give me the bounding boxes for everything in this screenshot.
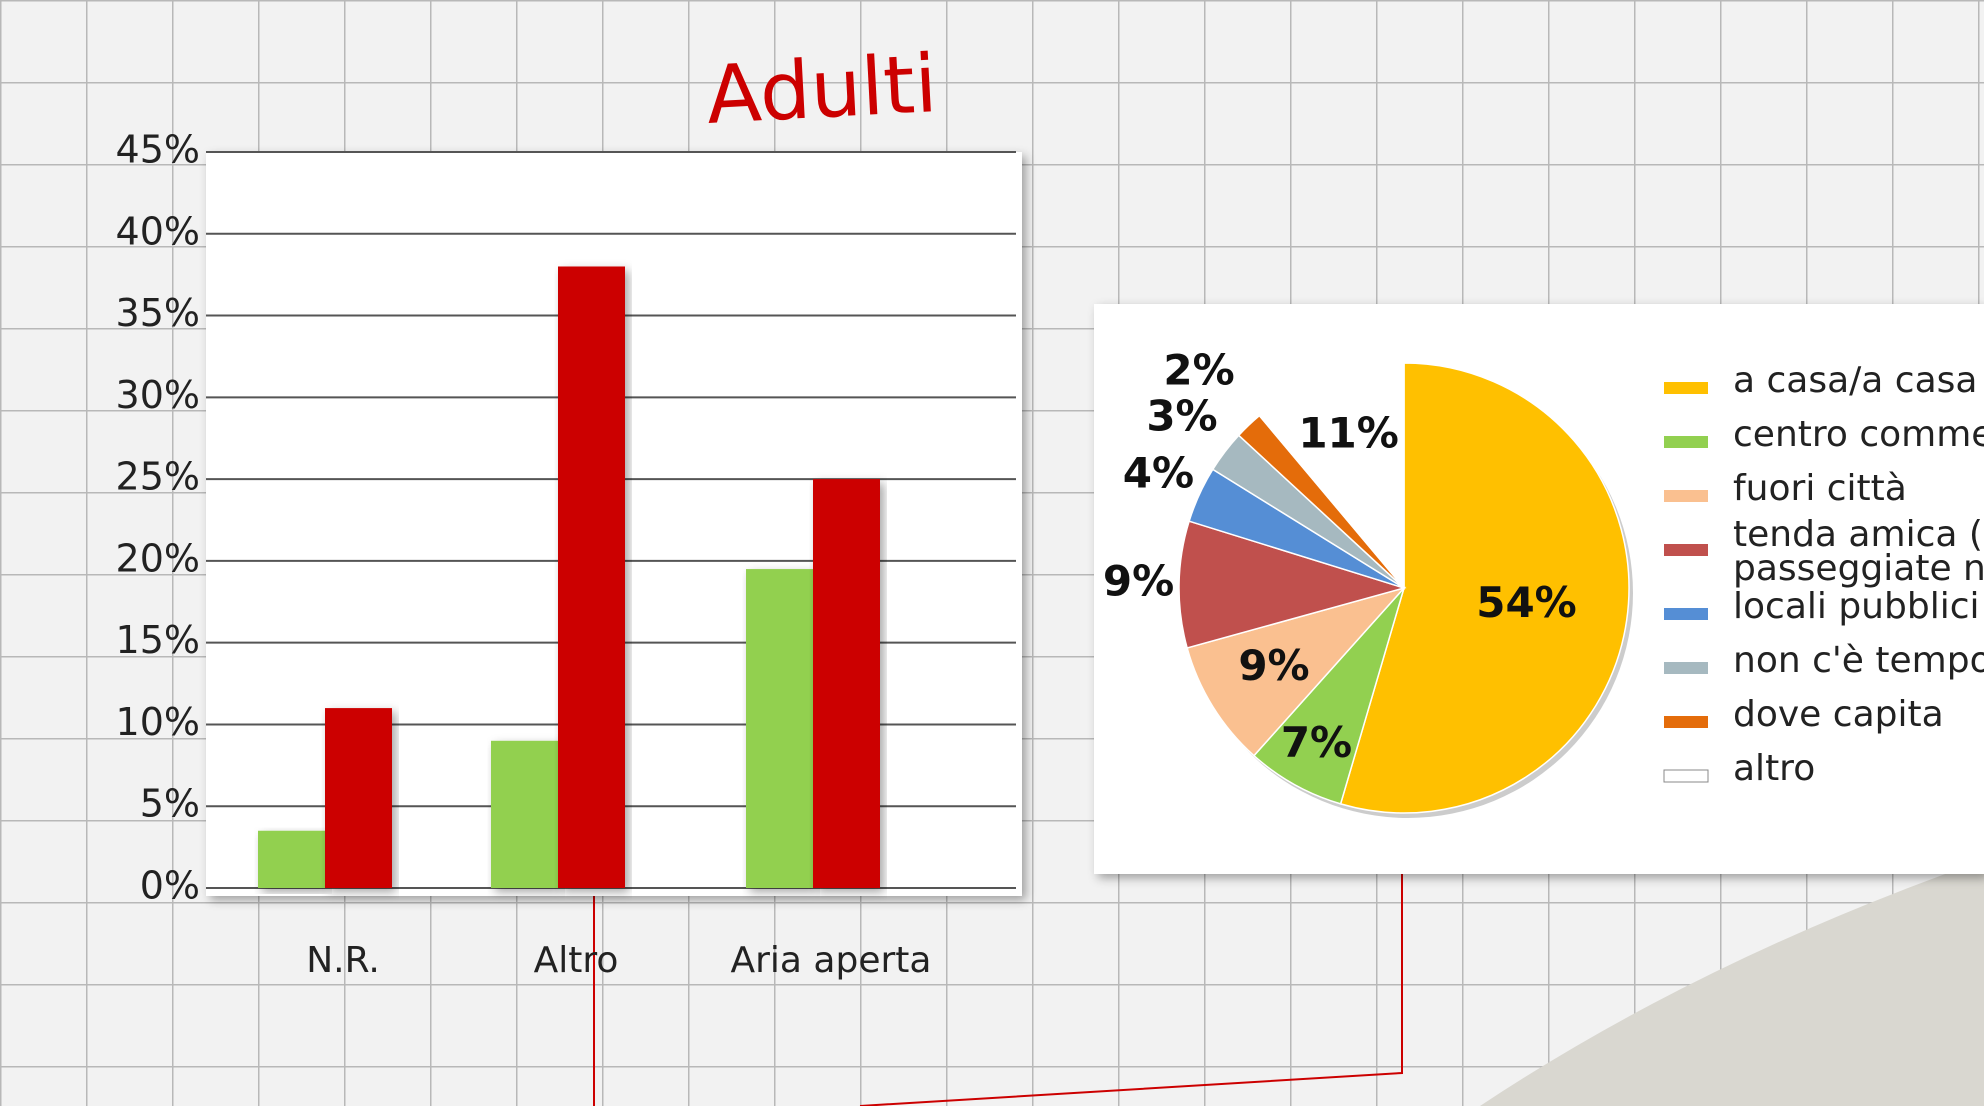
legend-swatch (1663, 769, 1709, 783)
legend-swatch (1664, 490, 1708, 502)
data-label: 2% (1163, 346, 1234, 395)
data-label: 4% (1123, 448, 1194, 497)
bar (558, 266, 625, 888)
y-tick-label: 25% (116, 455, 200, 499)
x-tick-label: Aria aperta (731, 940, 932, 981)
y-tick-label: 20% (116, 536, 200, 580)
y-tick-label: 15% (116, 618, 200, 662)
pie-slice (1339, 362, 1630, 814)
legend-swatch (1664, 382, 1708, 394)
legend-swatch (1664, 544, 1708, 556)
legend-label: fuori città (1733, 468, 1907, 509)
x-tick-label: Altro (534, 940, 619, 981)
y-tick-label: 0% (140, 864, 200, 908)
legend-swatch (1664, 608, 1708, 620)
legend-swatch (1664, 716, 1708, 728)
data-label: 11% (1298, 408, 1399, 457)
pie-slice (1178, 520, 1407, 649)
data-label: 54% (1476, 578, 1577, 627)
data-label: 3% (1146, 392, 1217, 441)
y-tick-label: 5% (140, 782, 200, 826)
bar (258, 830, 325, 888)
legend-label: dove capita (1733, 694, 1944, 735)
x-tick-label: N.R. (306, 940, 380, 981)
data-label: 9% (1103, 556, 1174, 605)
bar-chart: 0% 5% 10% 15% 20% 25% 30% 35% 40% 45% N.R. Altro Ari… (116, 128, 1016, 981)
legend-label: locali pubblici (1733, 586, 1980, 627)
y-tick-label: 30% (116, 373, 200, 417)
legend-label: non c'è tempo (1733, 640, 1984, 681)
data-label: 9% (1238, 641, 1309, 690)
legend-label: altro (1733, 748, 1815, 789)
legend-label: passeggiate ne (1733, 548, 1984, 589)
pie-slice (1258, 362, 1405, 591)
bar (491, 740, 558, 888)
legend-label: a casa/a casa c (1733, 360, 1984, 401)
legend-label: tenda amica (C (1733, 514, 1984, 555)
y-tick-label: 45% (116, 128, 200, 172)
bar (813, 479, 880, 888)
data-label: 7% (1281, 718, 1352, 767)
page-curl (1480, 860, 1984, 1106)
legend-swatch (1664, 436, 1708, 448)
y-tick-label: 40% (116, 209, 200, 253)
connector (593, 874, 1403, 1106)
pie-chart: 54% 7% 9% 9% 4% 3%2% 11% a casa/a casa c centro … (1103, 346, 1984, 818)
legend-label: centro comme (1733, 414, 1984, 455)
pie-slice (1186, 586, 1407, 757)
y-tick-label: 10% (116, 700, 200, 744)
legend-swatch (1664, 662, 1708, 674)
y-tick-label: 35% (116, 291, 200, 335)
chart-title: Adulti (704, 37, 939, 142)
bar (746, 569, 813, 888)
bar (325, 708, 392, 888)
